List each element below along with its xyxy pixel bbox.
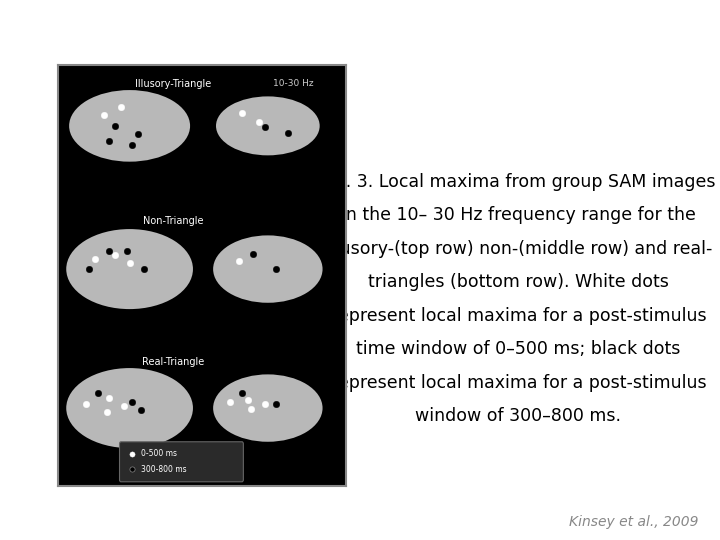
Text: Fig. 3. Local maxima from group SAM images: Fig. 3. Local maxima from group SAM imag… [321, 173, 716, 191]
Point [89, 255, 101, 264]
Text: window of 300–800 ms.: window of 300–800 ms. [415, 407, 621, 425]
Point [225, 397, 236, 406]
Point [115, 103, 127, 111]
FancyBboxPatch shape [120, 442, 243, 482]
Point [135, 406, 147, 415]
Text: Illusory-Triangle: Illusory-Triangle [135, 79, 211, 89]
Point [245, 405, 256, 414]
Text: 10-30 Hz: 10-30 Hz [274, 79, 314, 88]
Point [104, 247, 115, 255]
Text: Non-Triangle: Non-Triangle [143, 217, 203, 226]
Point [282, 129, 294, 137]
Point [127, 465, 138, 474]
Point [233, 256, 245, 265]
Point [104, 136, 115, 145]
Point [109, 251, 121, 260]
Point [236, 389, 248, 397]
Point [124, 259, 135, 267]
Point [127, 397, 138, 406]
Point [118, 402, 130, 410]
Text: Real-Triangle: Real-Triangle [142, 357, 204, 367]
Point [132, 130, 144, 139]
Point [271, 400, 282, 408]
Ellipse shape [66, 368, 193, 448]
Text: 300-800 ms: 300-800 ms [141, 464, 186, 474]
Point [109, 122, 121, 130]
Point [138, 265, 150, 273]
Point [236, 109, 248, 118]
Text: triangles (bottom row). White dots: triangles (bottom row). White dots [368, 273, 669, 291]
Point [81, 400, 92, 408]
Point [101, 408, 112, 417]
Point [84, 265, 95, 273]
Text: represent local maxima for a post-stimulus: represent local maxima for a post-stimul… [330, 307, 706, 325]
Point [259, 123, 271, 131]
Text: illusory-(top row) non-(middle row) and real-: illusory-(top row) non-(middle row) and … [325, 240, 712, 258]
Point [271, 265, 282, 273]
Ellipse shape [66, 229, 193, 309]
Text: time window of 0–500 ms; black dots: time window of 0–500 ms; black dots [356, 340, 680, 358]
Ellipse shape [213, 374, 323, 442]
Text: in the 10– 30 Hz frequency range for the: in the 10– 30 Hz frequency range for the [341, 206, 696, 224]
Point [253, 117, 265, 126]
Ellipse shape [213, 235, 323, 303]
Point [121, 247, 132, 255]
Point [259, 400, 271, 408]
Point [242, 395, 253, 404]
Point [98, 111, 109, 120]
Text: represent local maxima for a post-stimulus: represent local maxima for a post-stimul… [330, 374, 706, 391]
Point [104, 393, 115, 402]
Point [127, 140, 138, 149]
Point [127, 449, 138, 458]
Point [92, 389, 104, 397]
Ellipse shape [216, 97, 320, 156]
Ellipse shape [69, 90, 190, 161]
Point [248, 250, 259, 259]
Text: Kinsey et al., 2009: Kinsey et al., 2009 [569, 515, 698, 529]
Text: 0-500 ms: 0-500 ms [141, 449, 177, 458]
